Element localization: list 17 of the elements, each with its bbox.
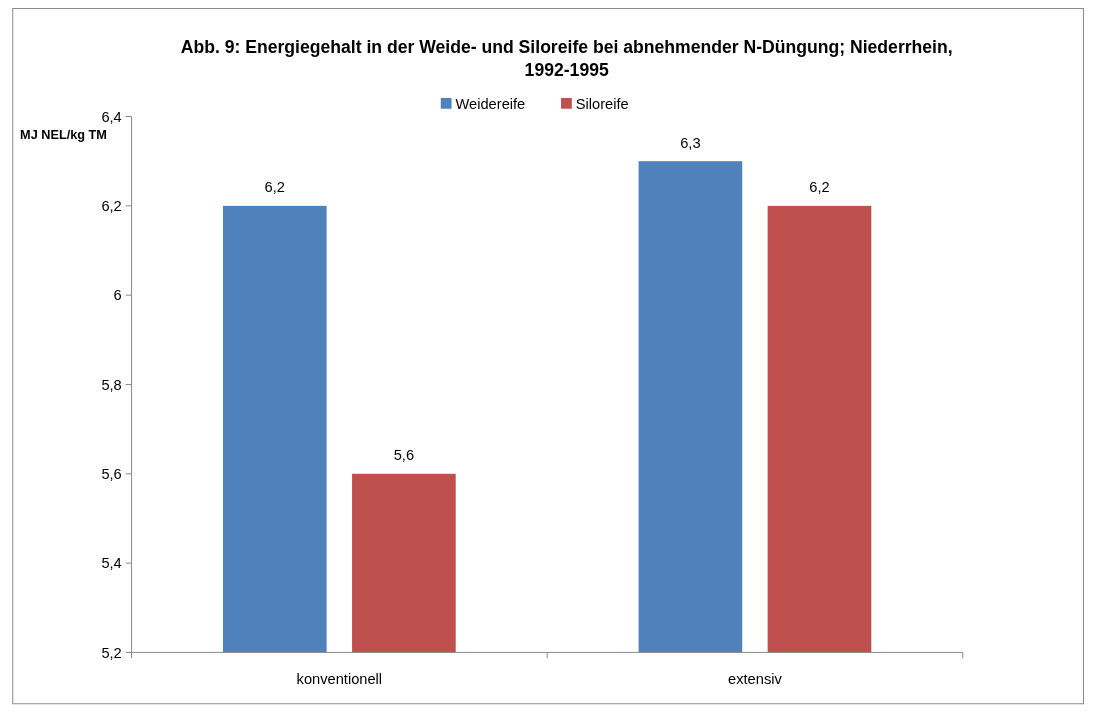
legend-label: Siloreife [575, 95, 629, 112]
y-tick-label: 6,4 [101, 108, 122, 125]
data-label: 6,3 [680, 134, 701, 151]
legend-label: Weidereife [455, 95, 526, 112]
y-axis-title: MJ NEL/kg TM [20, 127, 107, 143]
y-tick-label: 5,6 [101, 465, 122, 482]
y-tick-label: 6,2 [101, 197, 122, 214]
y-tick-label: 6 [113, 287, 122, 304]
data-label: 6,2 [809, 179, 830, 196]
y-tick-label: 5,8 [101, 376, 122, 393]
data-label: 6,2 [264, 179, 285, 196]
chart-title: Abb. 9: Energiegehalt in der Weide- und Siloreife bei abnehmender N-Düngung; Niederrhein, 1992-1995 [180, 36, 953, 81]
x-tick-label: extensiv [728, 670, 783, 687]
data-label: 5,6 [393, 447, 415, 464]
y-tick-label: 5,4 [101, 555, 122, 572]
y-tick-label: 5,2 [101, 644, 122, 661]
x-tick-label: konventionell [296, 670, 383, 687]
